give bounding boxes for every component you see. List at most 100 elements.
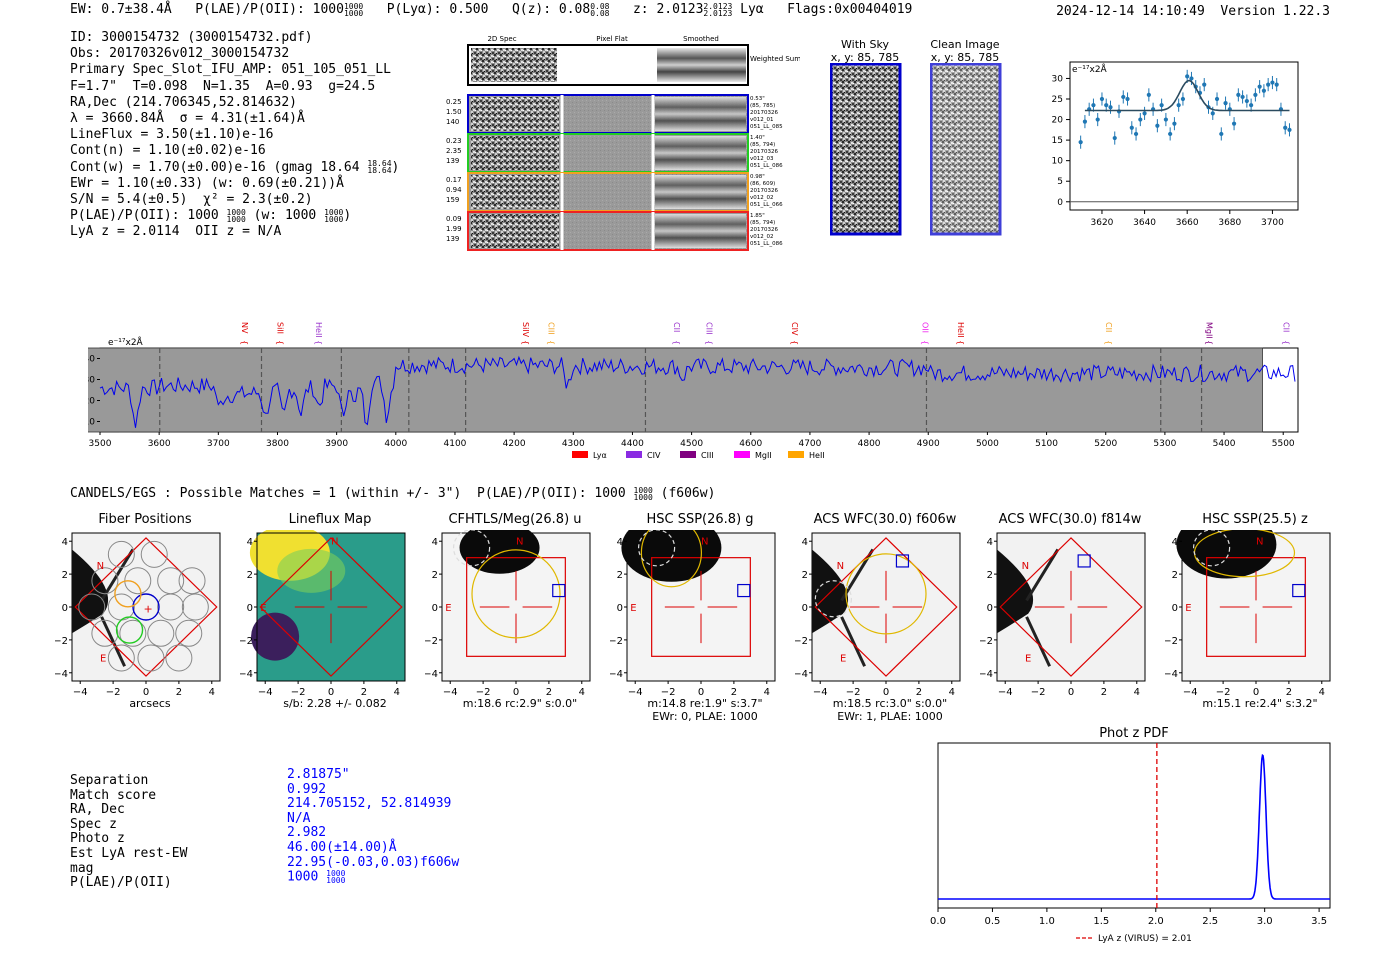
cutout-row-meta: 20170326 (750, 110, 778, 116)
fit-data-point (1257, 84, 1262, 89)
photz-pdf-chart: Phot z PDF 0.0 0.5 1.0 1.5 2.0 2.5 3.0 3.5 LyA z … (930, 726, 1331, 944)
spec-ytick-label: 40 (88, 355, 95, 365)
fit-unit-label: e⁻¹⁷x2Å (1072, 63, 1108, 75)
info-contw: Cont(w) = 1.70(±0.00)e-16 (gmag 18.64 18… (70, 159, 400, 176)
panel-image-hsc_z: N E 4 −4 2 −2 0 0 −2 2 −4 4 (1165, 530, 1331, 698)
line-id-label: CIV (790, 322, 799, 336)
fit-data-point (1095, 117, 1100, 122)
line-id-bracket: { (314, 340, 323, 345)
compass-e: E (840, 653, 846, 664)
compass-n: N (837, 561, 844, 572)
panel-ytick-label: −2 (240, 636, 253, 647)
spec-xtick-label: 5500 (1272, 439, 1295, 449)
spec-xtick-label: 3600 (148, 439, 171, 449)
compass-n: N (97, 561, 104, 572)
fit-data-point (1236, 92, 1241, 97)
cutout-row-meta: 20170326 (750, 149, 778, 155)
fit-data-point (1155, 123, 1160, 128)
panel-ytick-label: −4 (1165, 669, 1178, 680)
panel-ytick-label: 2 (432, 570, 438, 581)
pdf-curve (938, 753, 1330, 900)
panel-ytick-label: 2 (247, 570, 253, 581)
panel-xtick-label: 4 (1319, 687, 1325, 698)
panel-ytick-label: 0 (617, 603, 623, 614)
panel-xtick-label: −2 (661, 687, 676, 698)
fiber-circle (91, 567, 119, 595)
panel-ytick-label: −2 (795, 636, 808, 647)
info-fiber: F=1.7" T=0.098 N=1.35 A=0.93 g=24.5 (70, 78, 376, 94)
fit-data-point (1214, 96, 1220, 102)
panel-xtick-label: 4 (949, 687, 955, 698)
col-title-2dspec: 2D Spec (487, 35, 516, 43)
line-id-bracket: { (790, 340, 799, 345)
catalog-match-header: CANDELS/EGS : Possible Matches = 1 (with… (70, 485, 716, 502)
catalog-box (895, 554, 910, 568)
panel-xtick-label: 0 (143, 687, 149, 698)
fit-data-point (1253, 92, 1258, 97)
cutout-2dspec (471, 214, 559, 248)
panel-xtick-label: −2 (291, 687, 306, 698)
fit-ytick-label: 20 (1052, 116, 1064, 126)
pdf-xtick-label: 0.5 (984, 916, 1000, 927)
fiber-circle (181, 593, 209, 621)
masked-region (88, 347, 1263, 433)
panel-xtick-label: 4 (764, 687, 770, 698)
pdf-xtick-label: 0.0 (930, 916, 946, 927)
diffraction-spike (1025, 616, 1051, 667)
match-label: Est LyA rest-EW (70, 845, 188, 861)
clean-image-title: Clean Image x, y: 85, 785 (930, 38, 1000, 64)
fit-data-point (1210, 111, 1215, 116)
fiber-circle (165, 644, 193, 672)
cutout-row-stat: 2.35 (446, 147, 462, 155)
catalog-box (1077, 554, 1091, 568)
panel-xtick-label: 0 (883, 687, 889, 698)
panel-image-cfhtls: N E 4 −4 2 −2 0 0 −2 2 −4 4 (425, 530, 591, 698)
fit-data-point (1219, 131, 1224, 137)
header-plae-fraction: 1000 1000 (343, 1, 364, 18)
fit-xtick-label: 3700 (1261, 218, 1284, 228)
panel-ytick-label: −2 (425, 636, 438, 647)
panel-xtick-label: −4 (443, 687, 458, 698)
line-id-bracket: { (546, 340, 555, 345)
spec-legend-label: Lyα (593, 451, 607, 460)
cutout-row-meta: 20170326 (750, 227, 778, 233)
line-id-label: MgII (1204, 322, 1213, 339)
fit-data-point (1283, 125, 1288, 130)
match-values: 2.81875" 0.992 214.705152, 52.814939 N/A… (287, 767, 459, 885)
fiber-circle-3 (114, 580, 142, 608)
fiber-circle (140, 540, 168, 568)
fit-data-point (1129, 125, 1134, 130)
line-id-bracket: { (1104, 340, 1113, 345)
panel-ytick-label: 4 (432, 537, 438, 548)
match-label: RA, Dec (70, 802, 125, 818)
fit-data-point (1287, 127, 1292, 132)
fit-xtick-label: 3680 (1218, 218, 1241, 228)
spec-ytick-label: 30 (88, 376, 95, 386)
info-lineflux: LineFlux = 3.50(±1.10)e-16 (70, 127, 274, 143)
panel-title-acs_606: ACS WFC(30.0) f606w (813, 512, 957, 527)
match-value: 2.982 (287, 825, 327, 841)
panel-xtick-label: −4 (628, 687, 643, 698)
match-label: Match score (70, 787, 157, 803)
spec-xtick-label: 3900 (325, 439, 348, 449)
panel-xtick-label: 2 (361, 687, 367, 698)
fit-data-point (1266, 82, 1271, 87)
panel-xtick-label: −4 (1183, 687, 1198, 698)
panel-caption-hsc_z: m:15.1 re:2.4" s:3.2" (1202, 697, 1318, 710)
fit-data-point (1180, 96, 1186, 102)
pdf-xtick-label: 3.0 (1257, 916, 1273, 927)
line-id-label: SiII (276, 322, 285, 334)
panel-xtick-label: 2 (731, 687, 737, 698)
line-id-bracket: { (704, 340, 713, 345)
header-ew: EW: 0.7±38.4Å (70, 2, 172, 17)
cutout-row-meta: 1.40" (750, 135, 765, 141)
line-id-label: CII (1104, 322, 1113, 332)
line-id-bracket: { (672, 340, 681, 345)
spec-xtick-label: 3500 (89, 439, 112, 449)
fit-data-point (1091, 103, 1096, 108)
spec-xtick-label: 4500 (680, 439, 703, 449)
header-summary: EW: 0.7±38.4Å P(LAE)/P(OII): 10001000 100… (70, 1, 913, 18)
panel-xtick-label: −2 (1031, 687, 1046, 698)
pdf-plot-frame (937, 742, 1331, 909)
col-title-pixel-flat: Pixel Flat (596, 35, 628, 43)
